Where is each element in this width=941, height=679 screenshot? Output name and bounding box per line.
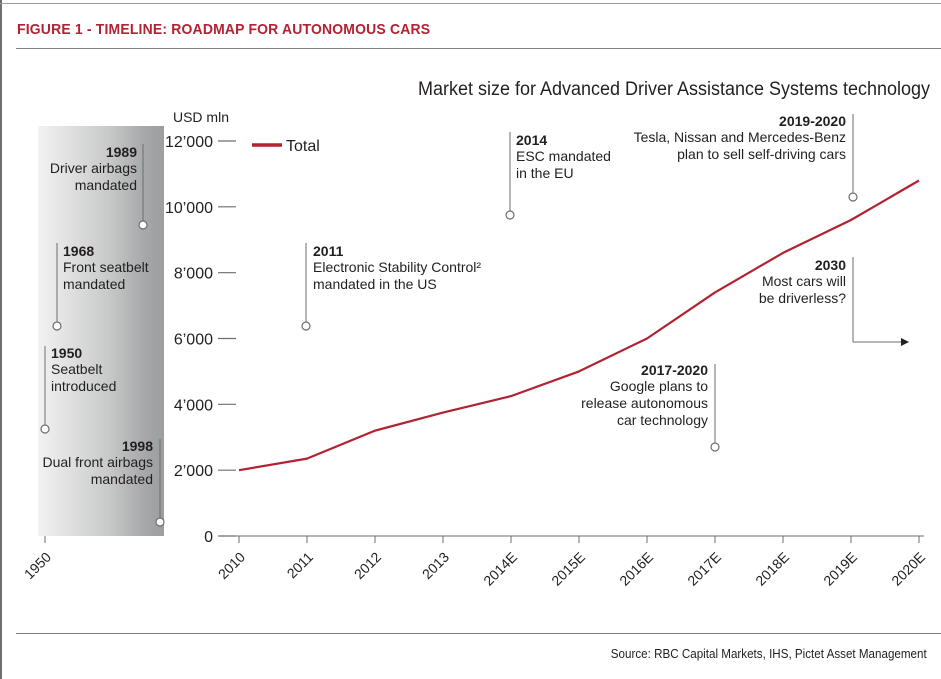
source-note: Source: RBC Capital Markets, IHS, Pictet… [611, 647, 927, 661]
x-tick-label: 2018E [752, 549, 792, 589]
annotation-title: 2014 [516, 132, 547, 148]
y-tick-label: 10’000 [165, 200, 213, 217]
annotation-title: 2011 [313, 243, 344, 259]
annotation-title: 1989 [106, 144, 137, 160]
x-tick-label: 2014E [480, 549, 520, 589]
annotation-title: 1998 [122, 438, 153, 454]
annotation-text: in the EU [516, 165, 574, 181]
y-tick-label: 8’000 [174, 266, 213, 283]
annotation-text: mandated in the US [313, 276, 437, 292]
figure-title: FIGURE 1 - TIMELINE: ROADMAP FOR AUTONOM… [17, 21, 431, 38]
legend-label: Total [286, 138, 320, 155]
annotation-marker [848, 192, 858, 202]
y-tick-label: 4’000 [174, 397, 213, 414]
annotation-marker [52, 321, 62, 331]
annotation-text: Most cars will [762, 273, 846, 289]
title-rule [16, 48, 941, 49]
y-tick-label: 0 [204, 529, 213, 546]
annotation-text: ESC mandated [516, 148, 611, 164]
annotation-text: Seatbelt [51, 361, 102, 377]
annotation-text: release autonomous [581, 395, 708, 411]
annotation-marker [301, 321, 311, 331]
arrow-head-icon [901, 338, 909, 346]
source-rule [16, 633, 941, 634]
annotation-text: Electronic Stability Control² [313, 259, 481, 275]
annotation-title: 1950 [51, 345, 82, 361]
annotation-text: plan to sell self-driving cars [677, 146, 846, 162]
frame-top-border [0, 3, 941, 4]
annotation-marker [505, 210, 515, 220]
annotation-marker [710, 442, 720, 452]
x-tick-label: 2020E [888, 549, 928, 589]
annotation-text: Front seatbelt [63, 259, 149, 275]
x-tick-label: 1950 [21, 549, 54, 582]
annotation-text: be driverless? [759, 290, 846, 306]
annotation-text: Google plans to [610, 378, 708, 394]
x-tick-label: 2010 [215, 549, 248, 582]
annotation-marker [40, 424, 50, 434]
annotation-text: mandated [91, 471, 153, 487]
annotation-marker [138, 220, 148, 230]
y-tick-label: 6’000 [174, 332, 213, 349]
annotation-text: car technology [617, 412, 708, 428]
annotation-text: introduced [51, 378, 116, 394]
annotation-marker [155, 517, 165, 527]
frame-left-border [0, 0, 2, 679]
x-tick-label: 2019E [820, 549, 860, 589]
x-tick-label: 2013 [419, 549, 452, 582]
annotation-text: Driver airbags [50, 160, 137, 176]
annotation-title: 1968 [63, 243, 94, 259]
annotation-text: mandated [63, 276, 125, 292]
x-tick-label: 2016E [616, 549, 656, 589]
y-tick-label: 12’000 [165, 134, 213, 151]
x-tick-label: 2011 [284, 549, 317, 582]
annotation-text: Tesla, Nissan and Mercedes-Benz [634, 129, 846, 145]
annotation-title: 2030 [815, 257, 846, 273]
x-tick-label: 2017E [684, 549, 724, 589]
x-tick-label: 2015E [548, 549, 588, 589]
series-line-total [238, 179, 920, 472]
x-tick-label: 2012 [351, 549, 384, 582]
annotation-title: 2019-2020 [779, 113, 846, 129]
y-axis-unit-label: USD mln [173, 109, 229, 125]
chart-title: Market size for Advanced Driver Assistan… [418, 79, 930, 100]
annotation-title: 2017-2020 [641, 362, 708, 378]
annotation-text: Dual front airbags [42, 454, 153, 470]
y-tick-label: 2’000 [174, 463, 213, 480]
annotation-text: mandated [75, 177, 137, 193]
